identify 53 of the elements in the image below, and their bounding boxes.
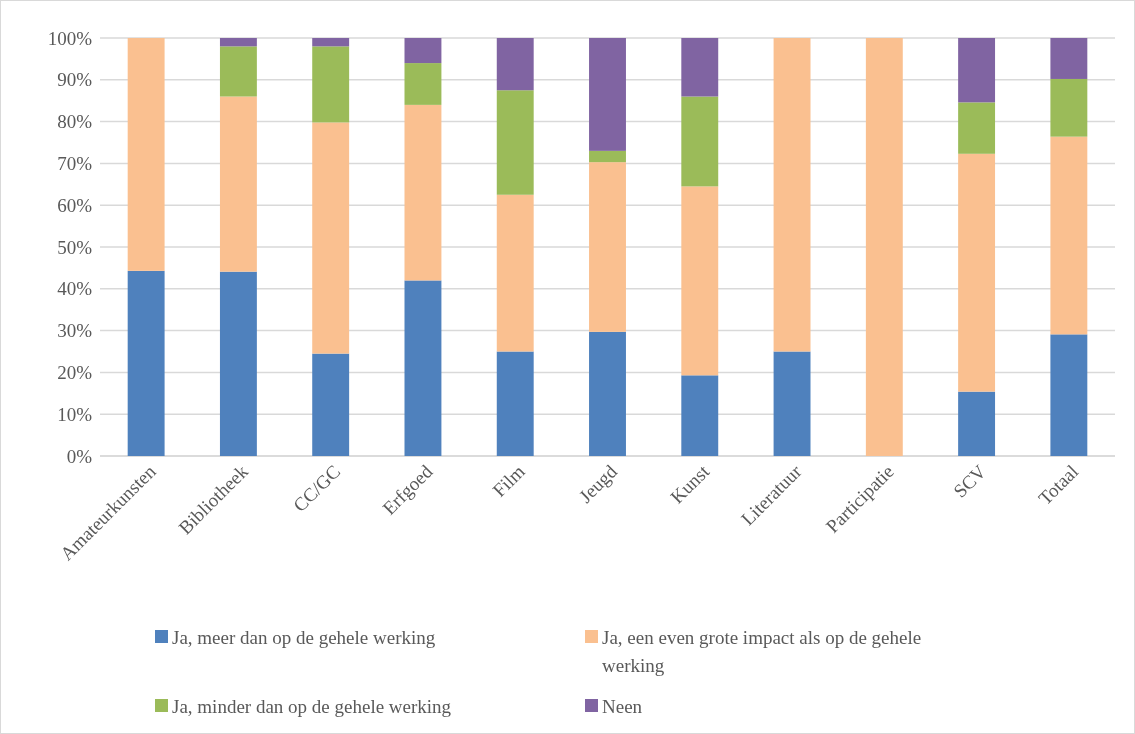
bar — [127, 38, 165, 271]
bar — [681, 38, 719, 97]
y-tick-label: 50% — [57, 236, 93, 258]
bar — [219, 38, 257, 47]
bar — [312, 38, 350, 47]
bar — [589, 162, 626, 332]
y-tick-label: 40% — [57, 278, 93, 300]
bar — [404, 280, 442, 456]
bar — [312, 122, 350, 354]
bar — [404, 63, 442, 105]
bar — [681, 96, 719, 187]
bar — [219, 46, 257, 97]
legend-label: Ja, minder dan op de gehele werking — [172, 695, 452, 717]
y-tick-label: 20% — [57, 362, 93, 384]
bar — [496, 194, 534, 352]
bar — [1050, 334, 1088, 456]
legend-label: Neen — [602, 695, 643, 717]
bar — [1050, 38, 1088, 79]
y-tick-label: 80% — [57, 111, 93, 133]
bar — [681, 375, 719, 456]
bar — [1050, 78, 1088, 137]
y-tick-label: 70% — [57, 153, 93, 175]
legend-label: Ja, een even grote impact als op de gehele werking — [602, 626, 922, 676]
bar — [958, 391, 996, 456]
bar — [404, 38, 442, 64]
bar — [958, 102, 996, 154]
bar — [219, 96, 257, 272]
legend-label: Ja, meer dan op de gehele werking — [172, 626, 436, 648]
y-tick-label: 10% — [57, 403, 93, 425]
bar — [312, 46, 350, 123]
bar — [404, 104, 442, 281]
x-tick-label: Film — [488, 460, 529, 501]
bar — [589, 331, 626, 456]
bar — [127, 270, 165, 456]
y-tick-label: 90% — [57, 69, 93, 91]
bar — [865, 38, 903, 456]
y-tick-label: 30% — [57, 320, 93, 342]
y-tick-label: 60% — [57, 194, 93, 216]
y-tick-label: 100% — [47, 27, 93, 49]
bar — [496, 38, 534, 91]
bar — [773, 38, 811, 352]
bar — [1050, 136, 1088, 335]
bar — [589, 150, 626, 163]
y-tick-label: 0% — [66, 445, 93, 467]
bar — [958, 153, 996, 392]
bar — [681, 186, 719, 376]
bar — [312, 353, 350, 456]
bar — [958, 38, 996, 103]
bar — [589, 38, 626, 151]
bar — [219, 271, 257, 456]
bar — [496, 351, 534, 456]
bar — [773, 351, 811, 456]
bar — [496, 90, 534, 195]
